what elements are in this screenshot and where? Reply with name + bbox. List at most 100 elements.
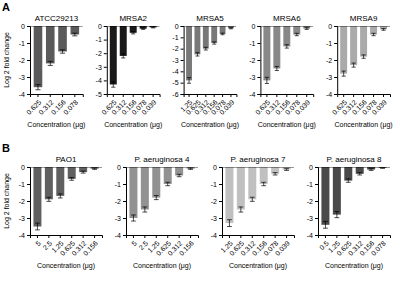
error-bar-cap [380,168,385,169]
y-tick-group: -4 [96,77,107,84]
error-bar-cap [131,31,135,32]
x-tick-label: 0.039 [294,98,311,115]
error-bar [151,27,155,28]
y-tick [123,184,126,185]
error-bar-cap [141,28,145,29]
baseline [30,26,83,27]
x-tick [60,235,61,238]
y-tick [123,201,126,202]
error-bar-stem [197,53,198,56]
error-bar-stem [48,197,49,201]
y-tick [334,94,337,95]
bar [321,167,329,225]
bar [211,26,217,43]
error-bar [195,53,199,56]
y-tick [104,53,107,54]
y-tick-label: -2 [19,57,25,64]
y-tick-label: -4 [211,232,217,239]
error-bar-stem [229,220,230,227]
error-bar [362,55,366,58]
x-axis: 52.51.250.6250.3120.156 [31,235,103,257]
y-tick-group: -2 [307,198,318,205]
y-tick-label: -1 [211,181,217,188]
y-axis-line [104,27,108,95]
error-bar-cap [81,173,86,174]
error-bar-stem [167,182,168,185]
subplot: 0-1-2-3-4-5-61.250.6250.3120.1560.0780.0… [172,14,239,129]
x-tick [359,235,360,238]
y-tick-label: -3 [307,215,313,222]
y-tick-label: -2 [249,57,255,64]
x-tick-label: 0.039 [274,239,291,256]
y-axis-line [315,168,319,236]
error-bar [60,50,65,53]
bar [130,26,137,33]
x-tick [371,235,372,238]
error-bar [284,169,289,171]
x-tick [240,235,241,238]
error-bar-stem [353,63,354,67]
error-bar-cap [227,226,232,227]
x-tick [353,94,354,97]
bar [260,167,268,184]
error-bar-cap [275,66,279,67]
error-bar-stem [189,78,190,84]
error-bar-cap [250,201,255,202]
y-tick [315,167,318,168]
x-tick [205,94,206,97]
y-tick-group: -4 [211,232,222,239]
error-bar-cap [342,76,346,77]
x-axis-line [319,236,391,239]
x-axis-line [107,95,160,98]
error-bar-cap [212,41,216,42]
error-bar-cap [346,178,351,179]
y-tick [181,94,184,95]
error-bar-cap [295,35,299,36]
y-tick [334,60,337,61]
error-bar-cap [371,33,375,34]
x-tick [189,94,190,97]
error-bar-stem [74,33,75,36]
y-axis-line [219,168,223,236]
y-tick-label: -3 [19,74,25,81]
y-tick [27,167,30,168]
error-bar [357,173,362,175]
error-bar-cap [92,169,97,170]
error-bar-cap [165,185,170,186]
y-tick-label: -2 [172,45,178,52]
x-axis-title: Concentration (μg) [181,121,239,129]
error-bar-cap [81,171,86,172]
error-bar-cap [69,177,74,178]
y-axis-title: Log 2 fold change [3,32,11,88]
y-tick [257,60,260,61]
y-tick [181,60,184,61]
error-bar-stem [62,50,63,53]
x-axis-title: Concentration (μg) [258,121,316,129]
error-bar [212,42,216,44]
bar [340,26,347,74]
y-tick [315,218,318,219]
y-tick [315,235,318,236]
error-bar-stem [240,207,241,212]
x-axis: 0.6250.3120.1560.0780.039 [331,94,391,116]
baseline [222,167,294,168]
y-axis-title: Log 2 fold change [3,173,11,229]
y-tick-label: -3 [326,74,332,81]
subplot-title: MRSA9 [350,14,378,23]
x-axis: 1.250.6250.3120.1560.0780.039 [179,94,237,116]
y-tick-group: -1 [115,181,126,188]
bar [175,167,183,176]
error-bar-cap [154,199,159,200]
bar [140,26,147,29]
y-tick-label: -4 [19,232,25,239]
y-tick-group: -2 [96,50,107,57]
y-tick-group: 0 [328,23,337,30]
x-axis-title: Concentration (μg) [37,262,95,270]
error-bar-cap [195,52,199,53]
y-tick-group: 0 [309,164,318,171]
subplot-title: ATCC29213 [35,14,79,23]
x-tick-group: 0.039 [371,94,388,116]
x-tick [37,94,38,97]
y-tick [219,167,222,168]
subplot: 0-1-2-3-40.6250.3120.1560.0780.039MRSA9C… [326,14,393,129]
